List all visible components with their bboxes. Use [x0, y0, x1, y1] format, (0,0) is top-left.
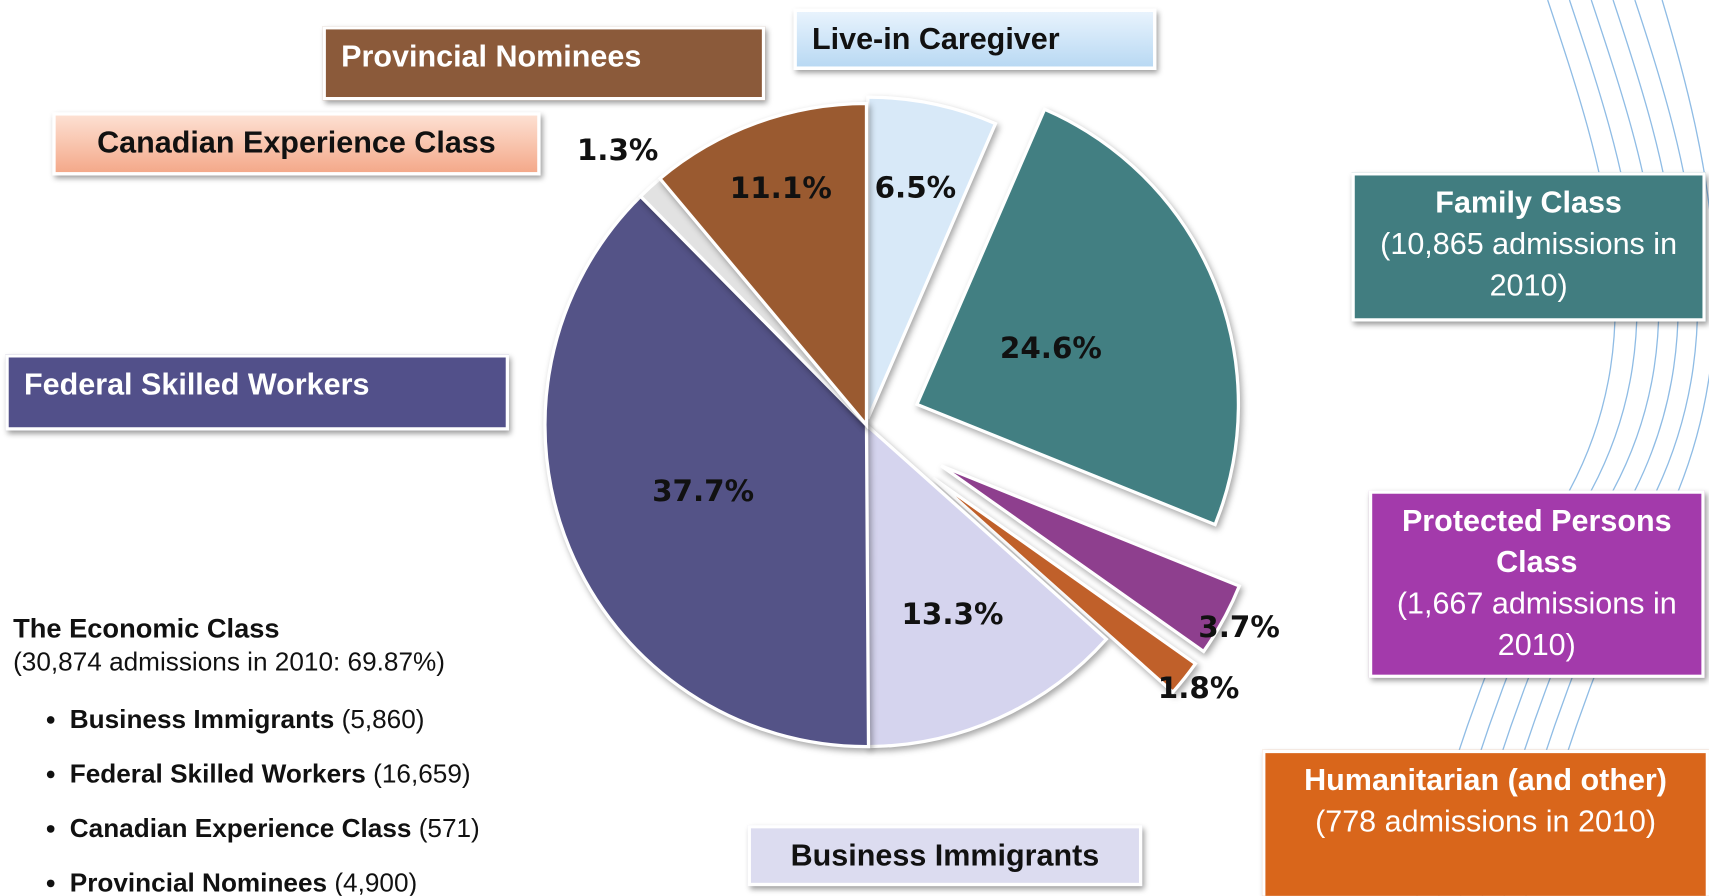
slice-label: 3.7%: [1198, 610, 1280, 644]
category-box: Federal Skilled Workers: [5, 354, 509, 431]
category-detail: (1,667 admissions in 2010): [1396, 586, 1677, 662]
econ-subtitle: (30,874 admissions in 2010: 69.87%): [13, 647, 445, 677]
econ-item-name: Provincial Nominees: [69, 868, 328, 896]
category-name: Protected Persons Class: [1401, 503, 1672, 579]
slice: [543, 193, 871, 749]
econ-item-count: (16,659): [373, 759, 471, 790]
econ-item: Canadian Experience Class (571): [70, 802, 480, 856]
category-name: Provincial Nominees: [341, 39, 642, 74]
econ-item: Federal Skilled Workers (16,659): [70, 748, 480, 802]
category-name: Humanitarian (and other): [1304, 762, 1667, 797]
slice-label: 11.1%: [730, 171, 832, 205]
category-detail: (778 admissions in 2010): [1315, 804, 1657, 839]
econ-item-count: (5,860): [341, 705, 425, 735]
econ-item-count: (4,900): [334, 868, 418, 896]
category-box: Business Immigrants: [747, 825, 1143, 887]
slice-label: 24.6%: [1000, 331, 1102, 365]
econ-item: Business Immigrants (5,860): [70, 693, 480, 747]
category-name: Family Class: [1435, 185, 1622, 220]
econ-item-name: Business Immigrants: [69, 705, 335, 735]
category-box: Humanitarian (and other) (778 admissions …: [1262, 749, 1709, 896]
slice-label: 37.7%: [652, 474, 754, 508]
category-name: Business Immigrants: [790, 838, 1100, 872]
econ-title: The Economic Class: [13, 613, 280, 645]
slice-label: 1.8%: [1158, 671, 1240, 705]
pie: 6.5% 24.6% 3.7% 1.8% 13.3% 37.7% 1.3% 11.1%: [543, 95, 1280, 749]
econ-item-name: Canadian Experience Class: [69, 814, 412, 844]
econ-list: Business Immigrants (5,860)Federal Skill…: [13, 693, 480, 896]
category-name: Federal Skilled Workers: [23, 367, 370, 402]
economic-class: The Economic Class (30,874 admissions in…: [13, 610, 480, 896]
category-box: Protected Persons Class (1,667 admissions…: [1368, 490, 1705, 678]
category-box: Live-in Caregiver: [793, 8, 1157, 70]
slice: [657, 101, 869, 430]
slice: [864, 421, 1109, 749]
econ-item: Provincial Nominees (4,900): [70, 857, 480, 896]
slice: [866, 95, 998, 420]
category-box: Family Class (10,865 admissions in 2010): [1351, 172, 1706, 322]
slice-label: 6.5%: [875, 170, 957, 204]
slice: [931, 476, 1198, 695]
slice-label: 13.3%: [901, 597, 1003, 631]
category-box: Canadian Experience Class: [52, 112, 541, 176]
category-box: Provincial Nominees: [322, 26, 766, 101]
category-name: Live-in Caregiver: [811, 21, 1060, 56]
slice: [914, 107, 1240, 527]
econ-item-count: (571): [418, 814, 480, 844]
category-name: Canadian Experience Class: [97, 125, 496, 160]
econ-item-name: Federal Skilled Workers: [69, 759, 366, 790]
slice-label: 1.3%: [577, 133, 659, 167]
category-detail: (10,865 admissions in 2010): [1380, 226, 1678, 302]
slice: [940, 464, 1242, 654]
